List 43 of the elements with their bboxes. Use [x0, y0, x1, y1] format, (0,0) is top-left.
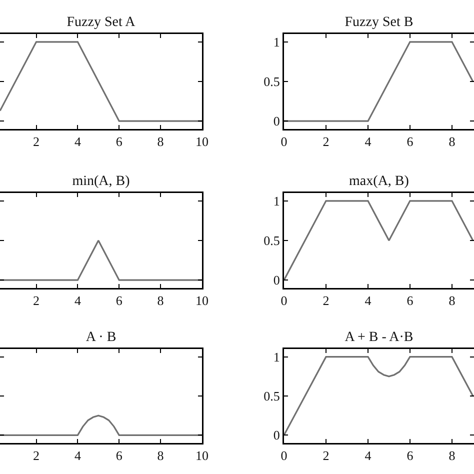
y-tick-label: 1	[273, 349, 280, 364]
y-tick-label: 1	[273, 193, 280, 208]
y-tick-label: 0.5	[264, 233, 280, 248]
x-tick-label: 8	[448, 134, 456, 150]
x-tick-label: 6	[116, 293, 123, 308]
x-tick-label: 8	[448, 293, 456, 308]
x-tick-label: 6	[116, 134, 123, 150]
y-tick-label: 0	[273, 272, 280, 288]
x-tick-label: 4	[364, 448, 372, 464]
line-series	[284, 356, 474, 436]
y-tick-label: 0	[273, 428, 280, 443]
x-tick-label: 2	[33, 134, 40, 150]
x-tick-label: 8	[448, 448, 456, 464]
chart-title: Fuzzy Set B	[344, 15, 414, 30]
x-tick-label: 8	[157, 293, 164, 308]
x-tick-label: 6	[406, 293, 414, 308]
x-tick-label: 4	[364, 134, 372, 150]
x-tick-label: 10	[196, 293, 208, 308]
x-tick-label: 4	[74, 448, 82, 464]
chart-title: A + B - A·B	[344, 330, 414, 345]
x-tick-label: 8	[157, 448, 164, 464]
x-tick-label: 10	[196, 448, 208, 464]
y-tick-label: 0.5	[264, 74, 280, 90]
chart-title: min(A, B)	[72, 174, 130, 189]
x-tick-label: 2	[322, 293, 330, 308]
x-tick-label: 2	[33, 448, 40, 464]
x-tick-label: 2	[33, 293, 40, 308]
x-tick-label: 10	[196, 134, 208, 150]
chart-title: max(A, B)	[349, 174, 410, 189]
chart-title: Fuzzy Set A	[66, 15, 136, 30]
y-tick-label: 0	[273, 114, 280, 129]
y-tick-label: 0.5	[264, 388, 280, 404]
x-tick-label: 4	[74, 134, 82, 150]
y-tick-label: 1	[273, 34, 280, 50]
x-tick-label: 4	[364, 293, 372, 308]
x-tick-label: 4	[74, 293, 82, 308]
x-tick-label: 6	[406, 134, 414, 150]
x-tick-label: 2	[322, 134, 330, 150]
x-tick-label: 8	[157, 134, 164, 150]
chart-title: A · B	[86, 330, 116, 345]
x-tick-label: 6	[116, 448, 123, 464]
x-tick-label: 2	[322, 448, 330, 464]
x-tick-label: 6	[406, 448, 414, 464]
